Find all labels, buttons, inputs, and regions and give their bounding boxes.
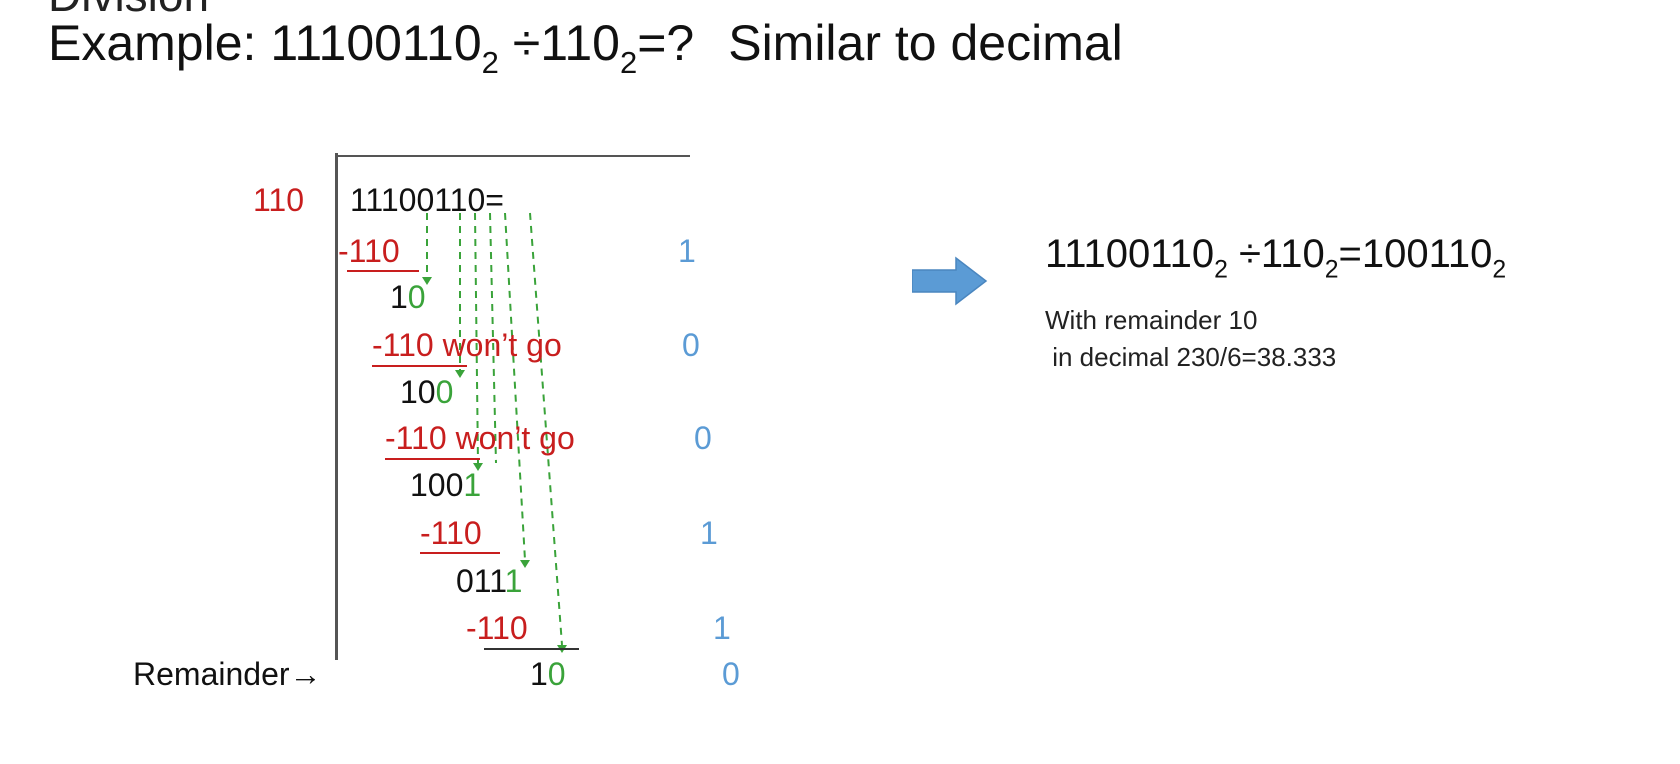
subtract-step-5: -110 xyxy=(466,610,528,647)
heading-mid: ÷110 xyxy=(498,15,620,71)
dividend: 11100110= xyxy=(350,182,504,218)
result-lhs: 11100110 xyxy=(1045,232,1215,276)
heading-prefix: Example: 11100110 xyxy=(48,15,482,71)
subtract-step-3: -110 won’t go xyxy=(385,420,575,457)
heading-suffix: =? xyxy=(637,15,695,71)
partial-3-green: 1 xyxy=(463,467,482,503)
division-bracket-horizontal xyxy=(335,155,690,157)
quotient-bit-4: 1 xyxy=(700,515,718,551)
result-op: ÷110 xyxy=(1227,232,1325,276)
division-bracket-vertical xyxy=(335,153,338,660)
partial-1-green: 0 xyxy=(407,279,426,315)
subtract-step-4-value: -110 xyxy=(420,515,482,551)
subtract-underline-4 xyxy=(420,552,500,554)
subtract-underline-2 xyxy=(372,365,467,367)
partial-2: 100 xyxy=(400,374,453,411)
subtract-underline-5 xyxy=(484,648,579,650)
partial-4-black: 011 xyxy=(456,563,505,599)
quotient-bit-2: 0 xyxy=(682,327,700,363)
subtract-step-2-label: won’t go xyxy=(433,327,562,363)
heading-tail: Similar to decimal xyxy=(728,15,1123,71)
subtract-underline-3 xyxy=(385,458,480,460)
quotient-bit-1: 1 xyxy=(678,233,696,269)
remainder-green: 0 xyxy=(547,656,566,692)
result-lhs-sub: 2 xyxy=(1214,256,1228,284)
partial-1: 10 xyxy=(390,279,426,316)
heading-sub1: 2 xyxy=(481,45,499,81)
subtract-step-3-label: won’t go xyxy=(446,420,575,456)
divisor: 110 xyxy=(253,182,305,218)
heading-sub2: 2 xyxy=(619,45,638,81)
partial-1-black: 1 xyxy=(390,279,408,315)
result-note-remainder: With remainder 10 xyxy=(1045,305,1258,335)
remainder-label: Remainder→ xyxy=(133,656,322,692)
subtract-step-2: -110 won’t go xyxy=(372,327,562,364)
partial-4-green: 1 xyxy=(504,563,523,599)
result-op-sub: 2 xyxy=(1324,256,1339,284)
slide-title-cut: Division xyxy=(48,0,209,22)
partial-2-black: 10 xyxy=(400,374,436,410)
quotient-bit-3: 0 xyxy=(694,420,712,456)
subtract-step-1-value: -110 xyxy=(338,233,400,269)
quotient-bit-5: 1 xyxy=(713,610,731,646)
subtract-step-1: -110 xyxy=(338,233,400,270)
result-equation: 111001102 ÷1102=1001102 xyxy=(1045,232,1506,282)
right-arrow-icon xyxy=(912,256,988,306)
remainder-value: 10 xyxy=(530,656,566,693)
quotient-bit-6: 0 xyxy=(722,656,740,692)
subtract-step-2-value: -110 xyxy=(372,327,434,363)
partial-3-black: 100 xyxy=(410,467,464,503)
partial-2-green: 0 xyxy=(435,374,454,410)
result-rhs: =100110 xyxy=(1338,232,1493,276)
result-note-decimal: in decimal 230/6=38.333 xyxy=(1045,342,1337,372)
subtract-step-3-value: -110 xyxy=(385,420,447,456)
bring-down-guides xyxy=(422,212,567,653)
remainder-black: 1 xyxy=(530,656,548,692)
result-rhs-sub: 2 xyxy=(1492,256,1507,284)
subtract-step-4: -110 xyxy=(420,515,482,552)
partial-3: 1001 xyxy=(410,467,481,504)
partial-4: 0111 xyxy=(456,563,522,600)
subtract-underline-1 xyxy=(347,270,419,272)
subtract-step-5-value: -110 xyxy=(466,610,528,646)
slide-heading: Example: 111001102 ÷1102=? Similar to dec… xyxy=(48,14,1123,78)
